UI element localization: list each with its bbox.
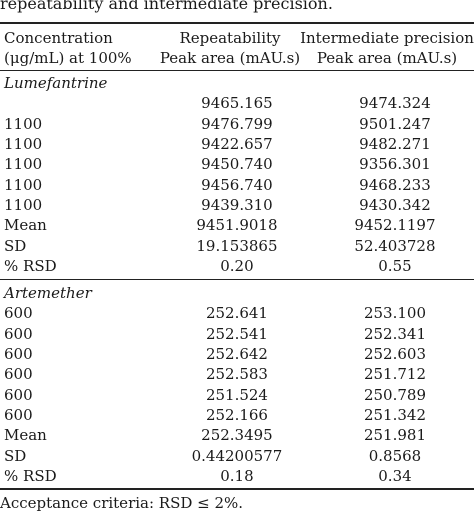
- header-repeatability-line1: Repeatability: [179, 29, 281, 47]
- cell-intermediate: 9468.233: [359, 175, 431, 194]
- cell-concentration: 600: [4, 304, 33, 323]
- header-concentration-line2: (μg/mL) at 100%: [4, 49, 132, 67]
- table-row: 1100 9450.740 9356.301: [0, 154, 474, 174]
- cell-repeatability: 252.583: [205, 365, 268, 384]
- table-row: 1100 9456.740 9468.233: [0, 174, 474, 194]
- header-intermediate-precision: Intermediate precision Peak area (mAU.s): [300, 28, 474, 68]
- cell-concentration: [0, 93, 158, 113]
- table-row: 1100 9422.657 9482.271: [0, 134, 474, 154]
- cell-repeatability: 0.20: [220, 256, 254, 275]
- cell-concentration: % RSD: [4, 466, 57, 485]
- cell-concentration: 1100: [4, 195, 43, 214]
- cell-concentration: Mean: [4, 216, 47, 235]
- table-row: Mean 252.3495 251.981: [0, 425, 474, 445]
- cell-concentration: 600: [4, 324, 33, 343]
- header-repeatability: Repeatability Peak area (mAU.s): [150, 28, 310, 68]
- cell-intermediate: 253.100: [363, 304, 426, 323]
- cell-repeatability: 9439.310: [201, 195, 273, 214]
- cell-intermediate: 0.55: [378, 256, 412, 275]
- cell-concentration: 600: [4, 345, 33, 364]
- cell-concentration: % RSD: [4, 256, 57, 275]
- cell-intermediate: 251.342: [363, 405, 426, 424]
- cell-repeatability: 252.641: [205, 304, 268, 323]
- header-intermediate-line2: Peak area (mAU.s): [316, 49, 458, 67]
- cell-concentration: 1100: [4, 114, 43, 133]
- cell-concentration: 600: [4, 385, 33, 404]
- table-row: 1100 9439.310 9430.342: [0, 195, 474, 215]
- table-row: 600 251.524 250.789: [0, 384, 474, 404]
- table-footnote: Acceptance criteria: RSD ≤ 2%.: [0, 494, 244, 512]
- cell-repeatability: 252.166: [205, 405, 268, 424]
- header-concentration: Concentration (μg/mL) at 100%: [4, 28, 132, 68]
- bottom-rule: [0, 488, 474, 490]
- table-row: 600 252.641 253.100: [0, 303, 474, 323]
- cell-intermediate: 252.341: [363, 324, 426, 343]
- table-row: 600 252.642 252.603: [0, 344, 474, 364]
- cell-repeatability: 9422.657: [201, 135, 273, 154]
- cell-concentration: 1100: [4, 155, 43, 174]
- table-row: 9465.165 9474.324: [0, 93, 474, 113]
- cell-repeatability: 251.524: [205, 385, 268, 404]
- cell-concentration: SD: [4, 236, 27, 255]
- cell-repeatability: 9476.799: [201, 114, 273, 133]
- section-label-row: Artemether: [0, 283, 474, 303]
- cell-repeatability: 252.541: [205, 324, 268, 343]
- lumefantrine-table: Lumefantrine 9465.165 9474.324 1100 9476.7…: [0, 73, 474, 276]
- table-row: 600 252.166 251.342: [0, 405, 474, 425]
- cell-intermediate: 9474.324: [359, 94, 431, 113]
- table-row: Mean 9451.9018 9452.1197: [0, 215, 474, 235]
- cell-concentration: 600: [4, 365, 33, 384]
- cell-repeatability: 0.18: [220, 466, 254, 485]
- cell-intermediate: 9356.301: [359, 155, 431, 174]
- cell-repeatability: 252.3495: [201, 426, 273, 445]
- cell-repeatability: 9450.740: [201, 155, 273, 174]
- cell-repeatability: 9451.9018: [196, 216, 278, 235]
- cell-repeatability: 9456.740: [201, 175, 273, 194]
- cell-intermediate: 52.403728: [354, 236, 436, 255]
- table-row: % RSD 0.20 0.55: [0, 256, 474, 276]
- table-row: 600 252.583 251.712: [0, 364, 474, 384]
- section-label-row: Lumefantrine: [0, 73, 474, 93]
- cell-repeatability: 252.642: [205, 345, 268, 364]
- cell-concentration: 1100: [4, 135, 43, 154]
- header-intermediate-line1: Intermediate precision: [300, 29, 474, 47]
- cell-concentration: 1100: [4, 175, 43, 194]
- cell-concentration: 600: [4, 405, 33, 424]
- cell-intermediate: 9452.1197: [354, 216, 436, 235]
- cell-intermediate: 251.712: [363, 365, 426, 384]
- cell-intermediate: 0.34: [378, 466, 412, 485]
- header-repeatability-line2: Peak area (mAU.s): [159, 49, 301, 67]
- cell-intermediate: 9482.271: [359, 135, 431, 154]
- cell-repeatability: 9465.165: [201, 94, 273, 113]
- cell-intermediate: 0.8568: [368, 446, 422, 465]
- table-row: SD 0.44200577 0.8568: [0, 445, 474, 465]
- cell-intermediate: 250.789: [363, 385, 426, 404]
- section-label-artemether: Artemether: [4, 284, 92, 303]
- top-rule: [0, 22, 474, 24]
- header-rule: [0, 70, 474, 71]
- table-row: SD 19.153865 52.403728: [0, 235, 474, 255]
- cell-intermediate: 9430.342: [359, 195, 431, 214]
- cell-concentration: SD: [4, 446, 27, 465]
- cell-repeatability: 0.44200577: [191, 446, 283, 465]
- cell-concentration: Mean: [4, 426, 47, 445]
- table-row: 1100 9476.799 9501.247: [0, 114, 474, 134]
- table-row: % RSD 0.18 0.34: [0, 466, 474, 486]
- section-divider-rule: [0, 279, 474, 280]
- section-label-lumefantrine: Lumefantrine: [4, 74, 108, 93]
- cell-intermediate: 9501.247: [359, 114, 431, 133]
- cell-intermediate: 252.603: [363, 345, 426, 364]
- cell-intermediate: 251.981: [363, 426, 426, 445]
- table-row: 600 252.541 252.341: [0, 324, 474, 344]
- artemether-table: Artemether 600 252.641 253.100 600 252.541 2…: [0, 283, 474, 486]
- table-caption: repeatability and intermediate precision…: [0, 0, 333, 13]
- cell-repeatability: 19.153865: [196, 236, 278, 255]
- header-concentration-line1: Concentration: [4, 29, 113, 47]
